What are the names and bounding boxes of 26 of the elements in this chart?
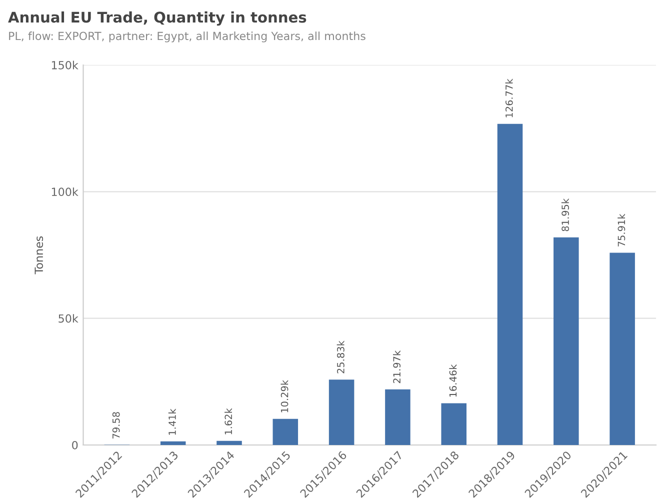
bar [160, 441, 186, 445]
chart-title: Annual EU Trade, Quantity in tonnes [8, 11, 306, 26]
bar [441, 403, 466, 445]
data-label: 81.95k [561, 198, 569, 232]
data-label: 1.62k [224, 408, 232, 434]
y-tick-label: 100k [52, 187, 78, 196]
data-label: 21.97k [393, 350, 401, 384]
bar [610, 252, 635, 445]
bar [272, 418, 298, 445]
bar [497, 124, 523, 445]
data-label: 126.77k [505, 78, 513, 118]
data-label: 1.41k [168, 408, 176, 435]
data-label: 79.58 [112, 412, 120, 438]
y-tick-label: 150k [52, 60, 78, 70]
data-label: 10.29k [280, 380, 288, 412]
data-label: 75.91k [618, 214, 626, 246]
data-label: 16.46k [449, 364, 457, 397]
data-label: 25.83k [336, 340, 344, 374]
chart-subtitle: PL, flow: EXPORT, partner: Egypt, all Marketing Years, all months [9, 32, 366, 42]
bar [328, 380, 354, 445]
bar [385, 389, 410, 445]
y-axis-title: Tonnes [34, 236, 44, 274]
bar [216, 440, 242, 445]
y-tick-label: 50k [58, 314, 78, 323]
y-tick-label: 0 [72, 440, 78, 450]
bar [554, 237, 579, 445]
